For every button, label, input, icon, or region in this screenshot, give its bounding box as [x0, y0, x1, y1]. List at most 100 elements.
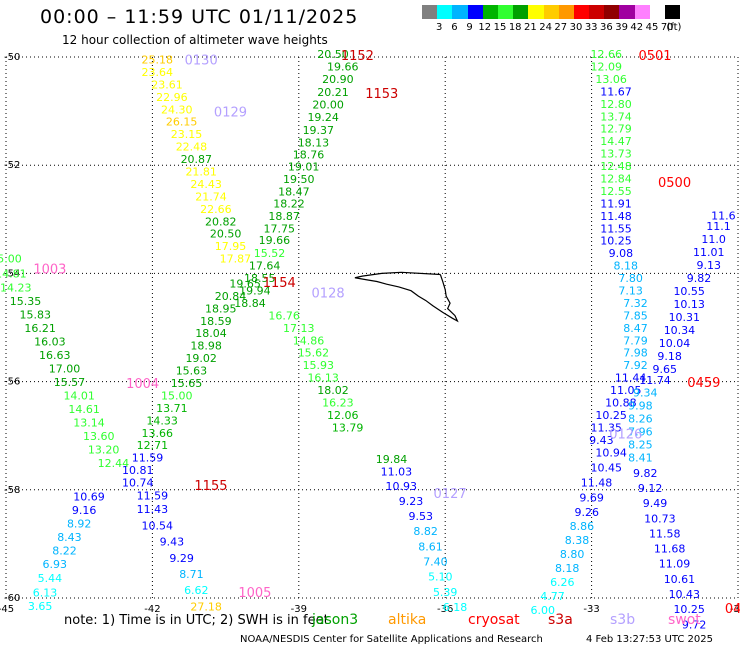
color-scale-label: 24 [539, 22, 552, 33]
track-time-label: 1003 [33, 262, 66, 277]
wave-height-value: 5.10 [428, 571, 453, 584]
wave-height-value: 10.54 [142, 519, 174, 532]
wave-height-value: 20.82 [205, 215, 237, 228]
wave-height-value: 7.13 [618, 284, 643, 297]
wave-height-value: 20.87 [181, 153, 213, 166]
wave-height-value: 19.66 [259, 234, 291, 247]
map-title: 00:00 – 11:59 UTC 01/11/2025 [40, 6, 359, 28]
wave-height-value: 10.25 [595, 409, 627, 422]
footer-note: note: 1) Time is in UTC; 2) SWH is in fe… [64, 613, 329, 628]
wave-height-value: 7.92 [623, 359, 648, 372]
wave-height-value: 12.55 [600, 185, 632, 198]
wave-height-value: 8.18 [614, 260, 639, 273]
wave-height-value: 15.65 [171, 377, 203, 390]
track-time-label: 04 [725, 602, 740, 617]
wave-height-value: 6.00 [531, 604, 556, 617]
wave-height-value: 12.66 [590, 48, 622, 61]
wave-height-value: 16.03 [34, 335, 66, 348]
wave-height-value: 9.16 [72, 504, 97, 517]
wave-height-value: 15.00 [0, 253, 22, 266]
wave-height-value: 12.80 [600, 98, 632, 111]
wave-height-value: 23.15 [171, 128, 203, 141]
wave-height-value: 19.02 [185, 352, 217, 365]
wave-height-value: 11.1 [706, 220, 731, 233]
wave-height-value: 8.38 [565, 534, 590, 547]
wave-height-value: 9.18 [657, 350, 682, 363]
color-scale-bar [422, 5, 681, 19]
track-time-label: 1153 [365, 87, 398, 102]
legend-jason3: jason3 [312, 612, 359, 628]
wave-height-value: 9.72 [682, 618, 707, 631]
wave-height-value: 22.96 [156, 91, 188, 104]
track-time-label: 0127 [434, 487, 467, 502]
wave-height-value: 14.81 [0, 268, 27, 281]
track-time-label: 1005 [238, 586, 271, 601]
wave-height-value: 19.50 [283, 173, 315, 186]
color-scale-label: 30 [569, 22, 583, 33]
wave-height-value: 18.04 [195, 327, 227, 340]
wave-height-value: 12.79 [600, 123, 632, 136]
color-scale-labels: 3 6 9 12 15 18 21 24 27 30 33 36 39 42 45 70 (ft) [422, 22, 740, 34]
wave-height-value: 10.93 [386, 480, 418, 493]
wave-height-value: 8.92 [67, 518, 92, 531]
wave-height-value: 6.13 [33, 586, 58, 599]
wave-height-value: 7.96 [628, 426, 653, 439]
wave-height-value: 10.73 [644, 512, 676, 525]
wave-height-value: 11.59 [137, 490, 169, 503]
wave-height-value: 3.65 [28, 600, 53, 613]
wave-height-value: 10.94 [595, 446, 627, 459]
wave-height-value: 15.57 [54, 376, 86, 389]
wave-height-value: 16.21 [24, 322, 56, 335]
wave-height-value: 18.87 [268, 210, 300, 223]
wave-height-value: 11.67 [600, 85, 632, 98]
wave-height-value: 13.71 [156, 402, 188, 415]
wave-height-value: 18.47 [278, 185, 310, 198]
wave-height-value: 4.77 [540, 590, 565, 603]
wave-height-value: 11.74 [639, 374, 671, 387]
wave-height-value: 7.32 [623, 297, 648, 310]
color-scale-label: 33 [584, 22, 598, 33]
wave-height-value: 9.82 [687, 272, 712, 285]
wave-height-value: 13.73 [600, 148, 632, 161]
legend-altika: altika [388, 612, 427, 628]
legend-s3a: s3a [548, 612, 573, 628]
credit-text: NOAA/NESDIS Center for Satellite Applica… [240, 634, 543, 645]
wave-height-value: 19.01 [288, 161, 320, 174]
wave-height-value: 18.76 [293, 149, 325, 162]
wave-height-value: 22.48 [176, 141, 208, 154]
track-time-label: 0130 [185, 54, 218, 69]
color-scale-unit: (ft) [666, 22, 682, 33]
color-scale-label: 36 [600, 22, 613, 33]
color-scale-swatch [649, 5, 665, 19]
wave-height-value: 11.58 [649, 527, 681, 540]
color-scale-swatch [665, 5, 681, 19]
wave-height-value: 19.66 [327, 61, 359, 74]
wave-height-value: 11.05 [610, 384, 642, 397]
wave-height-value: 14.33 [146, 414, 178, 427]
wave-height-value: 15.35 [10, 295, 42, 308]
wave-height-value: 9.43 [589, 434, 614, 447]
wave-height-value: 18.98 [190, 340, 222, 353]
color-scale-label: 3 [436, 22, 443, 33]
color-scale-swatch [619, 5, 635, 19]
wave-height-value: 15.62 [298, 347, 330, 360]
legend-cryosat: cryosat [468, 612, 520, 628]
wave-height-value: 11.6 [711, 209, 736, 222]
legend-swot: swot [668, 612, 701, 628]
track-time-label: 1152 [341, 49, 374, 64]
wave-height-value: 9.12 [638, 482, 663, 495]
wave-height-value: 13.14 [73, 417, 105, 430]
wave-height-value: 12.44 [98, 457, 130, 470]
wave-height-value: 9.98 [628, 400, 653, 413]
wave-height-value: 7.79 [623, 334, 648, 347]
track-time-label: 0500 [658, 176, 691, 191]
wave-height-value: 6.93 [43, 558, 68, 571]
wave-height-value: 7.85 [623, 309, 648, 322]
wave-height-value: 11.48 [581, 477, 613, 490]
wave-height-value: 11.09 [659, 558, 691, 571]
wave-height-value: 10.55 [673, 285, 705, 298]
wave-height-value: 18.59 [200, 315, 232, 328]
wave-height-value: 16.23 [322, 396, 354, 409]
